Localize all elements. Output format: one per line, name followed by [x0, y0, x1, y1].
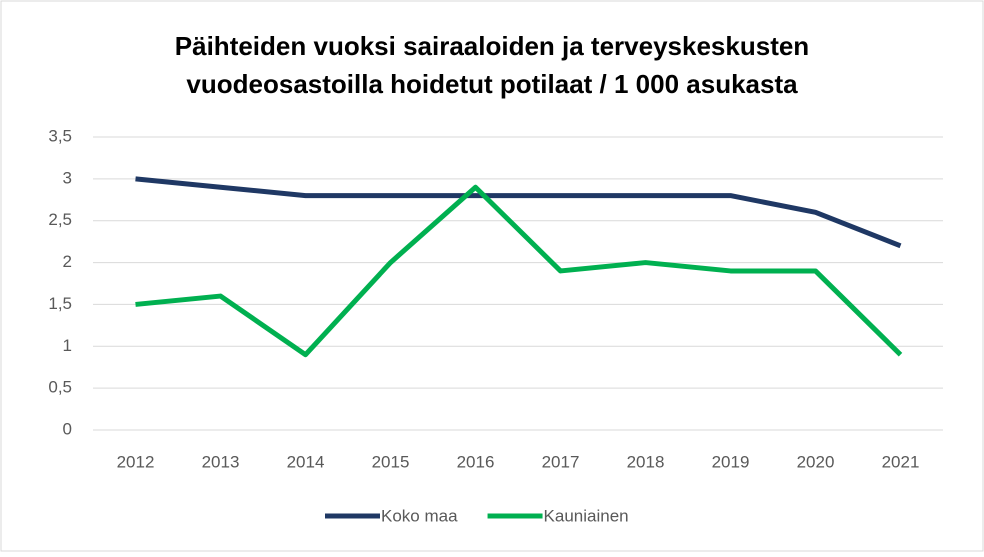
- legend-label: Kauniainen: [544, 506, 629, 525]
- y-tick-label: 3,5: [48, 126, 72, 145]
- y-tick-label: 2,5: [48, 210, 72, 229]
- data-line: [135, 184, 903, 358]
- y-tick-label: 1: [63, 336, 72, 355]
- y-tick-label: 1,5: [48, 294, 72, 313]
- x-tick-label: 2018: [627, 452, 665, 471]
- x-tick-label: 2017: [542, 452, 580, 471]
- x-tick-label: 2016: [457, 452, 495, 471]
- y-tick-label: 0: [63, 419, 72, 438]
- chart-title: Päihteiden vuoksi sairaaloiden ja tervey…: [175, 31, 809, 61]
- x-tick-label: 2015: [372, 452, 410, 471]
- legend-label: Koko maa: [381, 506, 458, 525]
- x-tick-label: 2021: [882, 452, 920, 471]
- x-tick-label: 2012: [117, 452, 155, 471]
- data-line: [135, 176, 902, 249]
- x-tick-label: 2020: [797, 452, 835, 471]
- y-tick-label: 3: [63, 168, 72, 187]
- x-tick-label: 2013: [202, 452, 240, 471]
- x-tick-label: 2019: [712, 452, 750, 471]
- x-tick-label: 2014: [287, 452, 325, 471]
- y-tick-label: 2: [63, 252, 72, 271]
- y-tick-label: 0,5: [48, 378, 72, 397]
- chart-title: vuodeosastoilla hoidetut potilaat / 1 00…: [186, 69, 798, 99]
